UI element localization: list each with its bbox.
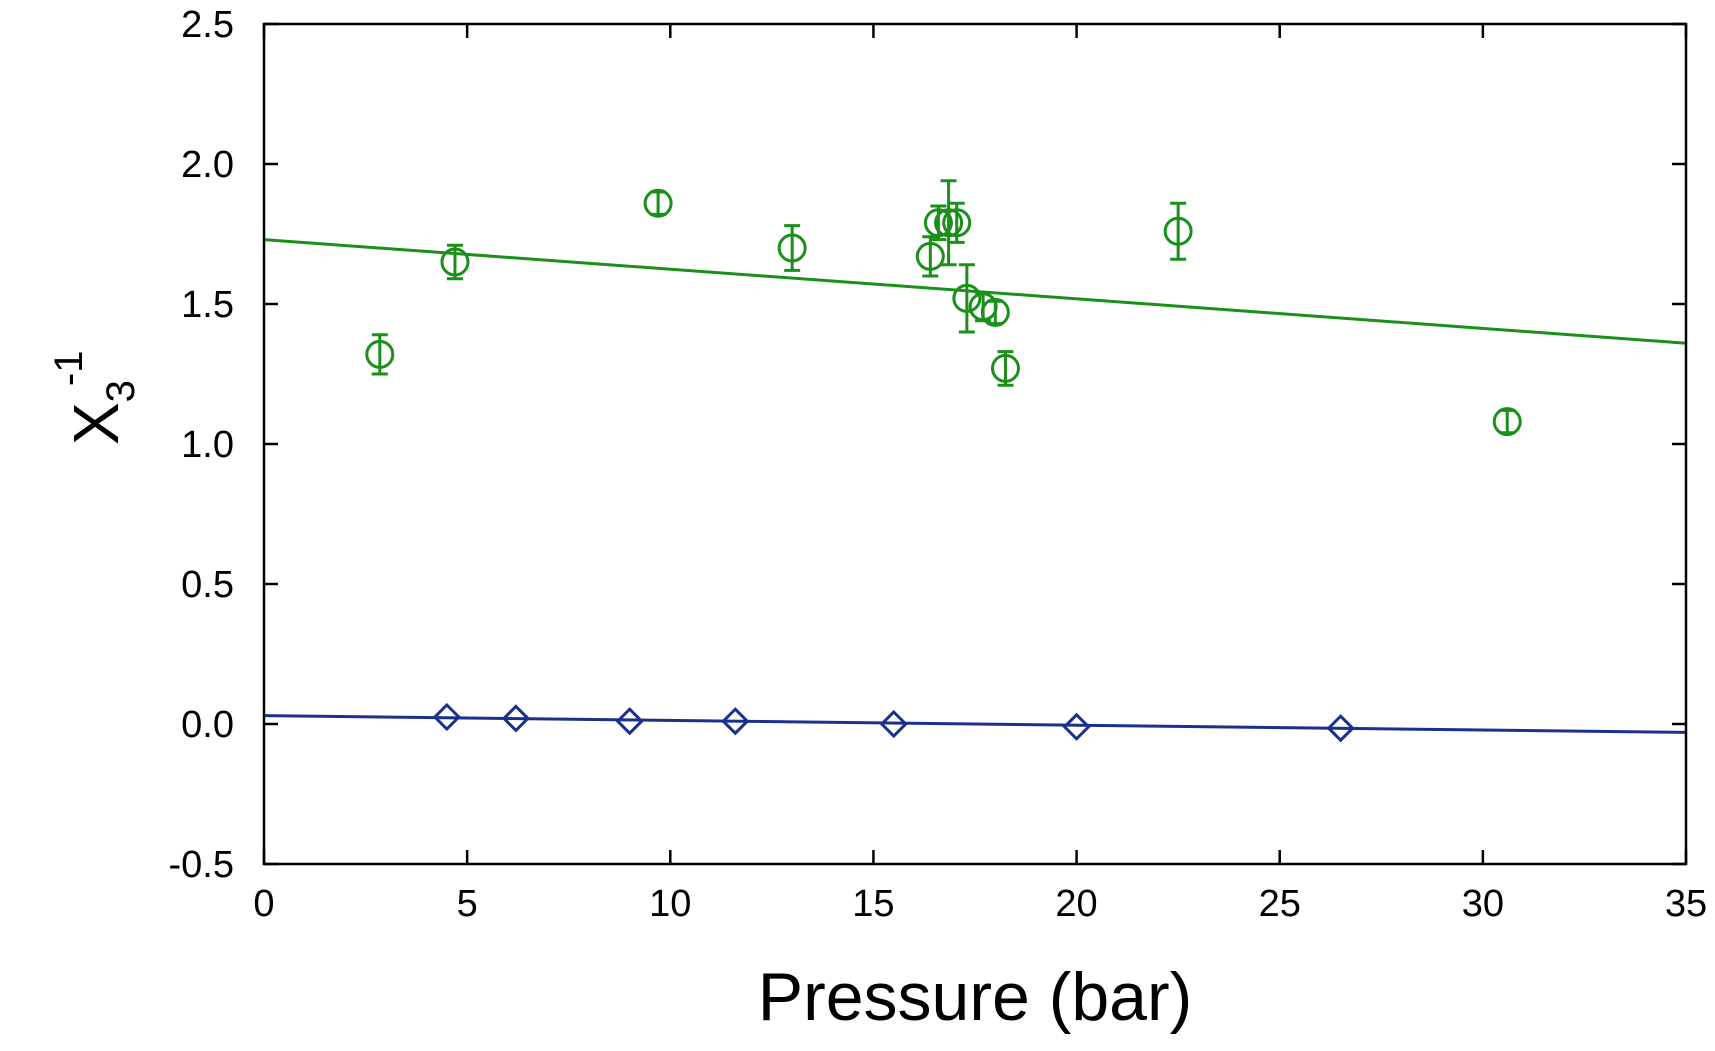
svg-text:X3-1: X3 -1	[47, 350, 143, 445]
data-point	[952, 283, 982, 313]
y-axis-title-superscript: -1	[47, 350, 91, 386]
y-tick-label: 2.5	[181, 4, 234, 46]
data-point	[990, 353, 1020, 383]
x-tick-label: 15	[852, 883, 894, 925]
x-tick-label: 5	[457, 883, 478, 925]
data-point	[365, 339, 395, 369]
data-point	[721, 707, 750, 736]
y-axis-title-subscript: 3	[99, 380, 143, 402]
y-axis-title-base: X	[60, 402, 132, 445]
x-tick-label: 30	[1462, 883, 1504, 925]
x-tick-label: 20	[1055, 883, 1097, 925]
data-point	[777, 233, 807, 263]
data-point	[1163, 216, 1193, 246]
x-tick-label: 10	[649, 883, 691, 925]
data-point	[440, 247, 470, 277]
data-point	[980, 297, 1010, 327]
plot-frame	[262, 22, 1688, 866]
y-tick-label: 2.0	[181, 144, 234, 186]
data-point	[615, 707, 644, 736]
x-axis-title: Pressure (bar)	[758, 959, 1193, 1035]
y-tick-label: 0.0	[181, 704, 234, 746]
data-point	[915, 241, 945, 271]
axis-ticks	[262, 22, 1688, 866]
y-tick-label: 0.5	[181, 564, 234, 606]
data-point	[934, 208, 964, 238]
data-point	[1326, 714, 1355, 743]
tick-labels: 0 5 10 15 20 25 30 35 -0.5 0.0 0.5 1.0 1.5 2.0 2.5	[169, 4, 1708, 925]
series-green-circles	[263, 179, 1687, 437]
data-point	[432, 702, 461, 732]
y-tick-label: 1.5	[181, 284, 234, 326]
data-point	[923, 208, 953, 238]
data-point	[1492, 407, 1522, 437]
data-point	[1062, 712, 1091, 741]
plot-area	[263, 179, 1687, 743]
y-axis-title: X3 -1	[47, 350, 143, 445]
y-tick-label: 1.0	[181, 424, 234, 466]
y-tick-label: -0.5	[169, 844, 234, 886]
data-point	[643, 188, 673, 218]
x-tick-label: 25	[1259, 883, 1301, 925]
fit-line	[263, 714, 1687, 734]
fit-line	[263, 238, 1687, 345]
data-point	[942, 208, 972, 238]
data-point	[879, 709, 908, 739]
x-tick-label: 0	[253, 883, 274, 925]
data-point	[501, 704, 531, 733]
series-blue-diamonds	[263, 702, 1687, 743]
x-tick-label: 35	[1665, 883, 1707, 925]
